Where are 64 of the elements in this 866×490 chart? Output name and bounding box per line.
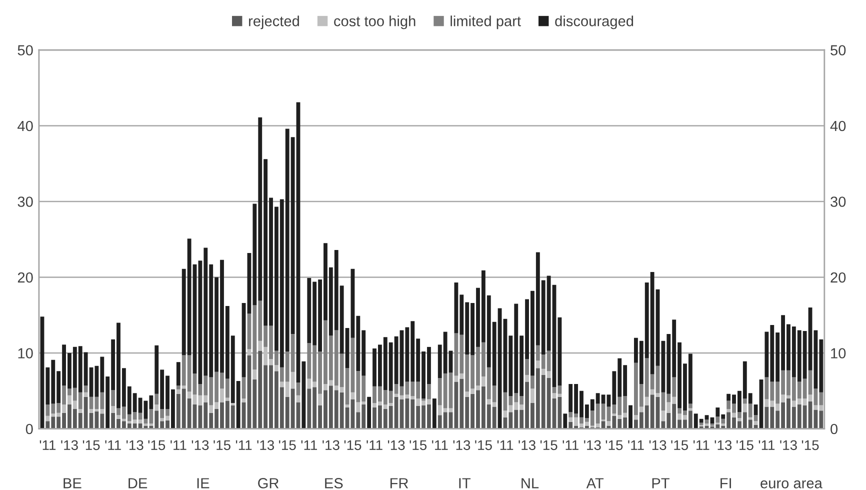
text: IT	[459, 478, 471, 488]
text: FR	[390, 478, 408, 488]
x-tick-label: '13	[388, 440, 405, 450]
x-tick-label: '13	[453, 440, 470, 450]
x-tick-label: '13	[322, 440, 340, 450]
text: ES	[325, 478, 343, 488]
text: PT	[652, 478, 670, 488]
x-tick-label: '11	[562, 440, 578, 450]
x-tick-label: '11	[236, 440, 252, 450]
x-tick-label: '13	[126, 440, 144, 450]
x-tick-label: '13	[649, 440, 666, 450]
y2-tick-label: 0	[830, 424, 838, 434]
x-tick-label: '15	[148, 440, 166, 450]
x-tick-label: '11	[366, 440, 382, 450]
y-tick-label: 0	[26, 424, 33, 434]
x-tick-label: '11	[170, 440, 186, 450]
y2-tick-label: 30	[830, 196, 846, 207]
x-tick-label: '11	[40, 440, 56, 450]
x-tick-label: '15	[344, 440, 362, 450]
x-tick-label: '13	[192, 440, 209, 450]
y2-tick-label: 10	[831, 348, 846, 358]
text: BE	[64, 478, 82, 488]
text: AT	[586, 478, 604, 488]
text: GR	[258, 478, 279, 488]
x-tick-label: '13	[584, 440, 601, 450]
x-tick-label: '11	[301, 440, 318, 450]
legend-label: discouraged	[555, 16, 634, 30]
x-tick-label: '13	[780, 440, 797, 450]
x-tick-label: '15	[82, 440, 100, 450]
legend-label: cost too high	[334, 16, 416, 30]
y-tick-label: 50	[18, 45, 33, 56]
y2-tick-label: 20	[830, 272, 846, 283]
x-tick-label: '15	[540, 440, 558, 450]
x-tick-label: '11	[758, 440, 775, 450]
x-tick-label: '15	[279, 440, 296, 450]
y-tick-label: 20	[18, 272, 33, 283]
text: IE	[197, 478, 210, 488]
x-tick-label: '13	[518, 440, 536, 450]
x-tick-label: '11	[693, 440, 710, 450]
legend-label: limited part	[450, 16, 521, 30]
y-tick-label: 30	[18, 196, 33, 207]
x-tick-label: '15	[475, 440, 492, 450]
x-tick-label: '15	[410, 440, 427, 450]
x-tick-label: '11	[628, 440, 644, 450]
x-tick-label: '13	[714, 440, 732, 450]
y2-tick-label: 50	[830, 45, 846, 56]
x-tick-label: '15	[736, 440, 754, 450]
x-tick-label: '15	[802, 440, 819, 450]
x-tick-label: '11	[497, 440, 514, 450]
x-tick-label: '11	[105, 440, 121, 450]
text: FI	[720, 478, 731, 488]
y2-tick-label: 40	[830, 120, 846, 132]
x-tick-label: '13	[61, 440, 78, 450]
text: NL	[522, 478, 539, 488]
x-tick-label: '15	[606, 440, 623, 450]
x-tick-label: '15	[214, 440, 230, 450]
x-tick-label: '11	[432, 440, 448, 450]
y-tick-label: 10	[18, 348, 33, 358]
x-tick-label: '13	[257, 440, 274, 450]
legend-label: rejected	[249, 16, 299, 30]
text: DE	[128, 478, 148, 488]
text: euro area	[760, 480, 822, 488]
x-tick-label: '15	[671, 440, 688, 450]
y-tick-label: 40	[18, 120, 33, 132]
